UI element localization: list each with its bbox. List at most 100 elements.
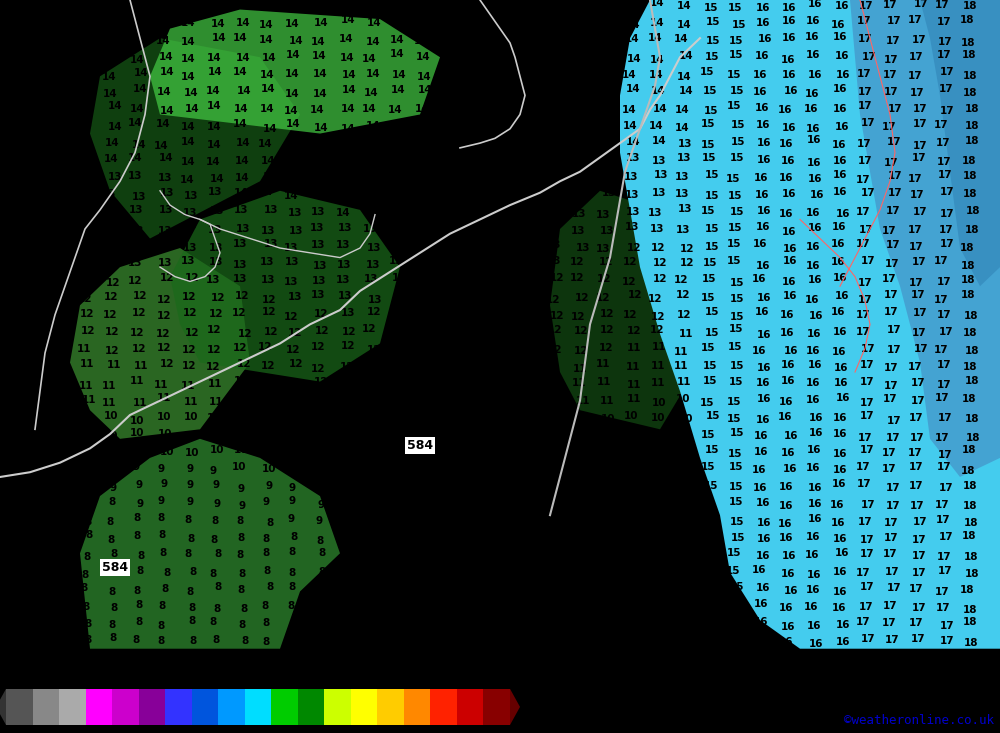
Text: 8: 8 <box>287 601 295 611</box>
Text: 13: 13 <box>81 191 96 201</box>
Text: 14: 14 <box>81 87 95 97</box>
Text: 13: 13 <box>388 256 403 266</box>
Text: 14: 14 <box>445 138 460 147</box>
Text: 17: 17 <box>882 122 897 132</box>
Text: 12: 12 <box>286 345 300 356</box>
Text: 8: 8 <box>396 583 403 594</box>
Text: 42: 42 <box>448 727 460 733</box>
Text: 16: 16 <box>806 261 820 270</box>
Text: 14: 14 <box>77 120 92 130</box>
Text: 17: 17 <box>884 290 899 300</box>
Text: 13: 13 <box>1 226 16 236</box>
Text: 13: 13 <box>364 274 379 284</box>
Text: 14: 14 <box>260 70 274 81</box>
Text: 16: 16 <box>778 519 792 528</box>
Text: 12: 12 <box>497 345 511 355</box>
Text: 17: 17 <box>862 51 876 62</box>
Text: 17: 17 <box>861 256 875 266</box>
Text: 10: 10 <box>547 432 561 443</box>
Text: 12: 12 <box>597 274 611 284</box>
Text: 13: 13 <box>288 292 303 302</box>
Text: 9: 9 <box>57 466 64 476</box>
Text: 8: 8 <box>631 517 638 528</box>
Text: 13: 13 <box>544 174 558 183</box>
Text: 17: 17 <box>938 84 953 95</box>
Text: 14: 14 <box>547 86 562 97</box>
Text: 14: 14 <box>572 18 587 28</box>
Text: 9: 9 <box>501 467 509 477</box>
Text: 14: 14 <box>365 0 379 10</box>
Text: 13: 13 <box>519 174 534 185</box>
Text: 13: 13 <box>158 258 172 268</box>
Text: 14: 14 <box>54 106 69 115</box>
Text: 13: 13 <box>601 188 616 198</box>
Text: 15: 15 <box>730 294 744 303</box>
Text: 8: 8 <box>418 635 425 645</box>
Text: 12: 12 <box>599 343 613 353</box>
Text: 13: 13 <box>158 226 172 236</box>
Text: 16: 16 <box>781 376 795 386</box>
Text: 12: 12 <box>522 277 537 287</box>
Text: 17: 17 <box>885 636 900 645</box>
Text: 14: 14 <box>389 49 404 59</box>
Text: 9: 9 <box>526 467 533 476</box>
Text: 13: 13 <box>184 191 198 201</box>
Text: 17: 17 <box>934 393 949 403</box>
Text: 16: 16 <box>757 292 771 303</box>
Text: 14: 14 <box>653 104 667 114</box>
Text: 9: 9 <box>367 513 374 523</box>
Text: 16: 16 <box>808 360 822 370</box>
Text: 8: 8 <box>678 570 685 580</box>
Text: 14: 14 <box>339 188 354 198</box>
Text: Th 09-05-2024 06:00 UTC (00+198): Th 09-05-2024 06:00 UTC (00+198) <box>686 655 994 670</box>
Text: 14: 14 <box>234 173 249 183</box>
Text: 14: 14 <box>159 53 173 62</box>
Text: 12: 12 <box>367 307 382 317</box>
Text: 17: 17 <box>934 120 949 130</box>
Text: 16: 16 <box>832 347 847 357</box>
Text: -36: -36 <box>81 727 99 733</box>
Text: 13: 13 <box>313 261 327 271</box>
Text: 9: 9 <box>344 498 351 508</box>
Text: 14: 14 <box>54 67 68 78</box>
Text: 13: 13 <box>236 224 250 234</box>
Text: 16: 16 <box>778 139 793 149</box>
Text: 10: 10 <box>234 446 248 455</box>
Text: 8: 8 <box>55 517 63 528</box>
Text: 8: 8 <box>81 583 88 593</box>
Text: 8: 8 <box>262 601 269 611</box>
Text: 9: 9 <box>523 482 530 491</box>
Text: 14: 14 <box>53 137 68 147</box>
Text: 14: 14 <box>392 2 406 12</box>
Text: 17: 17 <box>859 582 874 592</box>
Text: 13: 13 <box>596 243 611 254</box>
Text: 8: 8 <box>240 603 247 614</box>
Text: 13: 13 <box>54 226 68 236</box>
Text: 8: 8 <box>553 515 560 525</box>
Text: 8: 8 <box>447 583 454 594</box>
Text: 14: 14 <box>233 34 247 43</box>
Text: 12: 12 <box>29 325 44 335</box>
Text: 13: 13 <box>25 224 40 235</box>
Text: 16: 16 <box>833 170 847 180</box>
Text: 16: 16 <box>784 586 798 595</box>
Text: 14: 14 <box>314 174 329 183</box>
Text: 10: 10 <box>675 432 690 441</box>
Text: 14: 14 <box>130 55 145 65</box>
Text: 15: 15 <box>729 602 744 611</box>
Text: 14: 14 <box>287 2 302 12</box>
Text: 16: 16 <box>810 190 824 200</box>
Text: 15: 15 <box>729 463 743 473</box>
Text: 15: 15 <box>728 377 743 387</box>
Text: 16: 16 <box>756 18 771 28</box>
Text: 14: 14 <box>599 36 614 45</box>
Text: 12: 12 <box>207 345 222 356</box>
Text: 14: 14 <box>519 122 534 131</box>
Text: 6: 6 <box>283 727 289 733</box>
Text: 12: 12 <box>419 345 433 354</box>
Text: 13: 13 <box>341 308 355 318</box>
Text: 14: 14 <box>623 121 637 131</box>
Text: 8: 8 <box>134 531 141 542</box>
Text: 8: 8 <box>522 633 529 644</box>
Text: 12: 12 <box>523 308 537 317</box>
